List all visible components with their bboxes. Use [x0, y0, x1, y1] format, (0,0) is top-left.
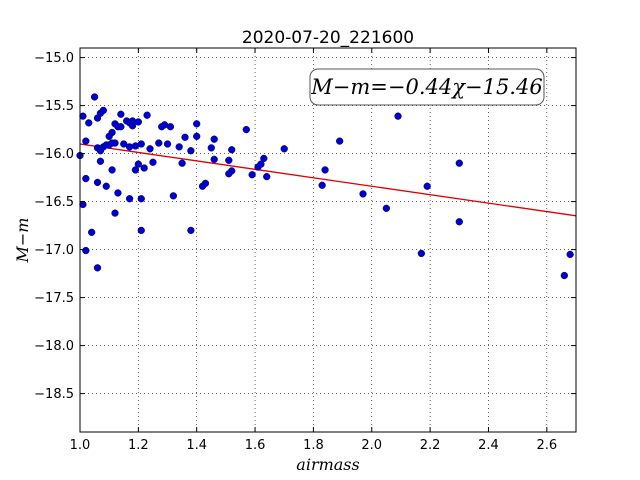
- y-tick-label: −16.0: [34, 147, 74, 162]
- data-point: [193, 120, 201, 128]
- data-point: [149, 158, 157, 166]
- y-tick-label: −18.5: [34, 387, 74, 402]
- data-point: [82, 174, 90, 183]
- data-point: [228, 167, 236, 175]
- data-point: [225, 156, 233, 164]
- data-point: [140, 164, 148, 172]
- x-tick-label: 1.8: [303, 438, 324, 453]
- data-point: [155, 139, 163, 147]
- data-point: [131, 166, 140, 174]
- data-point: [417, 249, 426, 258]
- plot-frame: [79, 47, 577, 433]
- data-point: [210, 155, 218, 164]
- data-point: [111, 209, 119, 217]
- data-point: [169, 192, 178, 200]
- x-tick-label: 1.2: [128, 438, 149, 453]
- y-tick-label: −17.0: [34, 243, 74, 258]
- x-tick-label: 1.6: [245, 438, 266, 453]
- data-point: [82, 246, 90, 255]
- x-tick-label: 2.2: [420, 438, 441, 453]
- x-tick-label: 1.4: [186, 438, 207, 453]
- data-point: [93, 178, 102, 187]
- data-point: [88, 228, 96, 236]
- x-axis-label: airmass: [296, 455, 359, 474]
- data-point: [114, 189, 122, 197]
- x-tick-label: 2.6: [536, 438, 557, 453]
- data-point: [394, 112, 402, 120]
- data-point: [193, 132, 201, 140]
- data-point: [117, 123, 125, 131]
- y-tick-label: −18.0: [34, 339, 74, 354]
- data-point: [82, 137, 90, 145]
- x-tick-label: 1.0: [70, 438, 91, 453]
- data-point: [280, 145, 288, 153]
- y-tick-label: −15.0: [34, 51, 74, 66]
- data-point: [382, 204, 391, 212]
- data-point: [111, 139, 119, 147]
- data-point: [318, 181, 326, 189]
- x-tick-label: 2.4: [478, 438, 499, 453]
- data-point: [134, 160, 143, 168]
- data-point: [108, 128, 116, 137]
- data-point: [125, 195, 134, 203]
- data-point: [210, 135, 218, 143]
- data-point: [134, 118, 143, 126]
- data-point: [257, 160, 265, 168]
- data-point: [99, 106, 107, 115]
- data-point: [90, 93, 99, 101]
- data-point: [166, 123, 175, 131]
- data-point: [248, 171, 256, 179]
- data-point: [566, 250, 574, 259]
- data-point: [560, 271, 568, 280]
- data-point: [146, 145, 154, 153]
- data-point: [143, 111, 151, 119]
- data-point: [137, 195, 145, 203]
- data-point: [336, 137, 344, 145]
- data-point: [359, 190, 367, 198]
- data-point: [102, 182, 110, 190]
- data-point: [137, 226, 145, 235]
- grid: [79, 48, 576, 432]
- data-point: [321, 166, 329, 174]
- fit-line: [79, 143, 577, 217]
- x-tick-label: 2.0: [361, 438, 382, 453]
- data-point: [178, 159, 186, 167]
- data-point: [201, 179, 210, 188]
- data-point: [228, 146, 236, 154]
- data-point: [79, 112, 87, 120]
- data-point: [117, 110, 125, 118]
- data-point: [207, 144, 215, 152]
- chart-title: 2020-07-20_221600: [242, 28, 414, 48]
- equation-box: [309, 68, 545, 106]
- data-point: [163, 140, 172, 148]
- fit-equation: M−m=−0.44χ−15.46: [310, 75, 542, 99]
- axis-ticks: 1.0 1.2 1.4 1.6 1.8 2.0 2.2 2.4 2.6 −15.0 −15.5 −16…: [34, 48, 576, 453]
- data-point: [260, 154, 268, 163]
- data-point: [455, 159, 463, 167]
- data-point: [263, 172, 271, 181]
- y-tick-label: −15.5: [34, 99, 74, 114]
- data-point: [187, 226, 195, 235]
- y-axis-label: M−m: [13, 218, 32, 264]
- data-point: [455, 218, 463, 226]
- data-point: [423, 182, 431, 190]
- y-tick-label: −16.5: [34, 195, 74, 210]
- data-point: [175, 143, 183, 151]
- data-points: [76, 93, 574, 280]
- data-point: [93, 264, 102, 272]
- data-point: [137, 140, 145, 148]
- data-point: [85, 119, 93, 127]
- data-point: [120, 140, 128, 148]
- data-point: [187, 147, 195, 155]
- data-point: [96, 157, 105, 165]
- data-point: [242, 125, 250, 134]
- data-point: [108, 166, 116, 174]
- y-tick-label: −17.5: [34, 291, 74, 306]
- data-point: [181, 133, 189, 141]
